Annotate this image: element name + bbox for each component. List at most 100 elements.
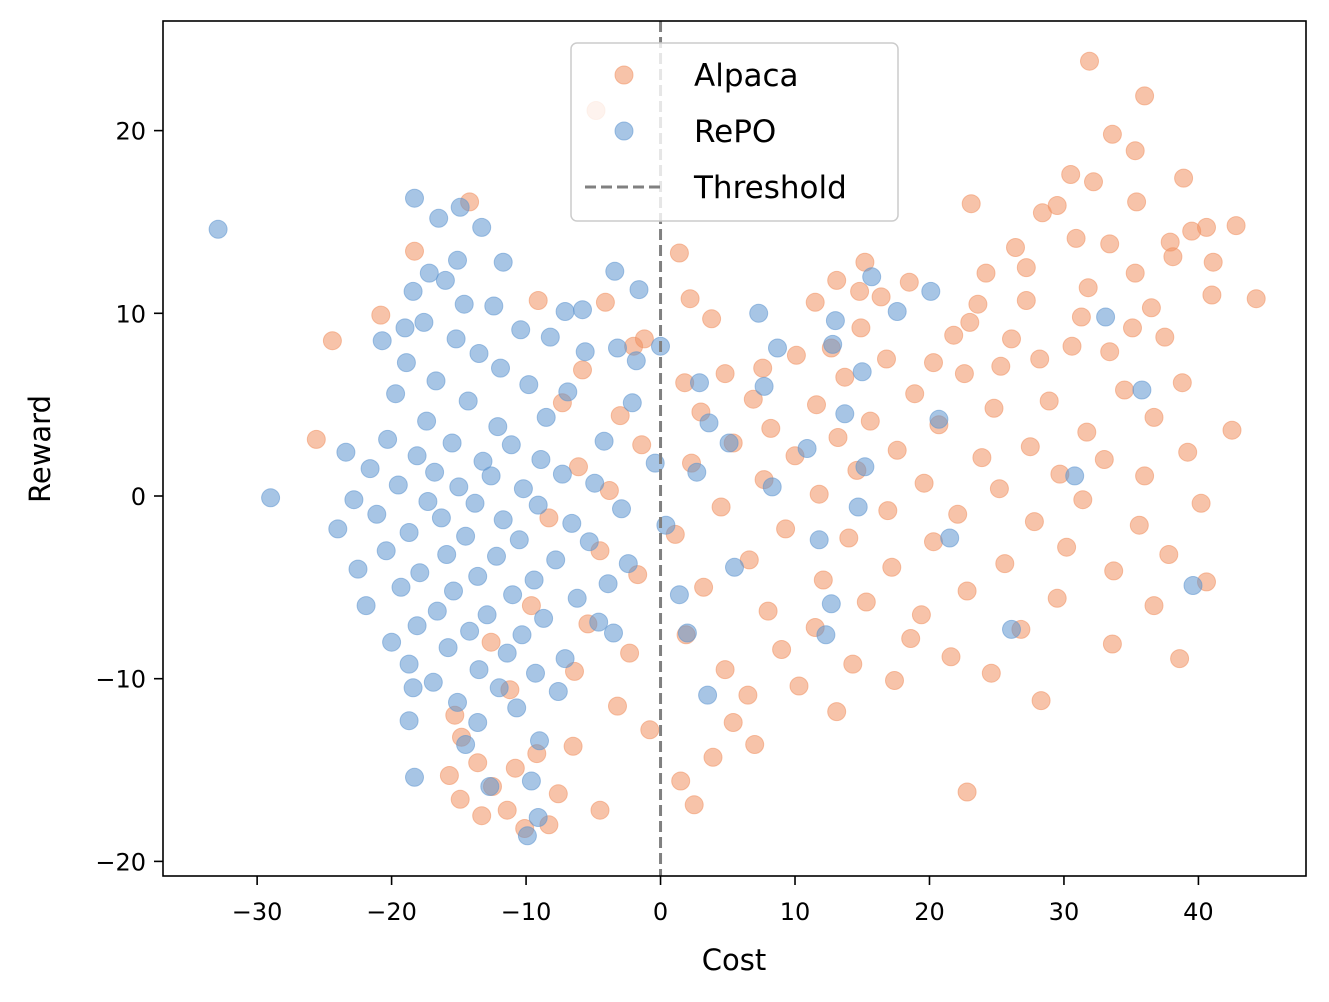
repo-point: [1096, 307, 1116, 327]
points-layer: [208, 51, 1266, 846]
repo-point: [585, 473, 605, 493]
alpaca-point: [1057, 537, 1077, 557]
y-tick-label: −10: [95, 666, 146, 694]
alpaca-point: [595, 292, 615, 312]
alpaca-point: [1135, 466, 1155, 486]
repo-point: [1183, 576, 1203, 595]
repo-point: [887, 302, 907, 321]
repo-point: [460, 621, 480, 641]
alpaca-point: [371, 305, 391, 325]
alpaca-point: [711, 497, 731, 517]
repo-point: [386, 384, 406, 404]
alpaca-point: [1100, 342, 1120, 362]
x-axis: −30 −20 −10 0 10 20 30 40: [232, 876, 1214, 926]
repo-point: [396, 353, 416, 373]
repo-point: [546, 550, 566, 570]
repo-point: [403, 678, 423, 698]
alpaca-point: [702, 309, 722, 329]
alpaca-point: [1182, 221, 1202, 241]
repo-point: [414, 312, 434, 332]
alpaca-point: [914, 473, 934, 493]
alpaca-point: [565, 661, 584, 681]
repo-point: [493, 510, 513, 530]
alpaca-point: [723, 713, 743, 732]
plot-area: [208, 21, 1266, 876]
alpaca-point: [548, 784, 568, 804]
repo-point: [328, 519, 348, 539]
legend-box: [570, 42, 899, 222]
repo-point: [501, 435, 521, 455]
alpaca-point: [468, 753, 488, 773]
repo-point: [382, 632, 402, 652]
alpaca-point: [439, 766, 459, 785]
alpaca-point: [497, 800, 517, 820]
alpaca-point: [850, 281, 870, 301]
alpaca-point: [776, 519, 796, 539]
alpaca-point: [976, 263, 996, 283]
x-tick-label: 10: [780, 898, 811, 926]
x-tick-label: 20: [914, 898, 945, 926]
alpaca-point: [620, 643, 640, 663]
repo-point: [493, 252, 513, 272]
alpaca-point: [860, 411, 880, 431]
y-axis: −20 −10 0 10 20: [95, 118, 163, 876]
legend: Alpaca RePO Threshold: [570, 42, 899, 222]
alpaca-point: [905, 384, 925, 404]
alpaca-point: [1073, 490, 1093, 510]
alpaca-point: [715, 364, 735, 384]
repo-point: [677, 623, 697, 643]
alpaca-point: [924, 353, 943, 373]
alpaca-point: [851, 318, 871, 338]
repo-point: [521, 771, 541, 791]
repo-point: [477, 605, 497, 625]
repo-point: [548, 682, 568, 701]
repo-point: [509, 530, 529, 550]
repo-point: [754, 376, 774, 396]
alpaca-point: [1032, 203, 1052, 223]
alpaca-point: [684, 795, 704, 815]
repo-point: [517, 826, 537, 846]
repo-point: [336, 442, 356, 462]
repo-point: [372, 331, 392, 351]
repo-point: [468, 713, 488, 732]
alpaca-point: [1102, 634, 1122, 654]
repo-point: [519, 375, 539, 395]
repo-point: [427, 601, 447, 621]
alpaca-point: [828, 428, 848, 447]
alpaca-point: [758, 601, 778, 621]
repo-point: [698, 685, 718, 705]
repo-point: [395, 318, 415, 338]
repo-point: [1002, 619, 1021, 639]
repo-point: [399, 711, 419, 731]
repo-point: [425, 462, 445, 482]
alpaca-point: [405, 241, 424, 261]
alpaca-point: [753, 358, 773, 378]
alpaca-point: [957, 581, 977, 601]
alpaca-point: [1039, 391, 1059, 411]
repo-point: [429, 208, 449, 228]
alpaca-point: [1123, 318, 1142, 338]
series-alpaca: [306, 51, 1266, 838]
alpaca-point: [671, 771, 691, 791]
alpaca-point: [809, 484, 829, 504]
repo-point: [469, 344, 489, 363]
repo-point: [816, 625, 836, 645]
repo-point: [589, 612, 609, 632]
repo-point: [862, 267, 882, 287]
alpaca-point: [1222, 420, 1242, 440]
alpaca-point: [948, 504, 968, 524]
alpaca-point: [669, 243, 689, 263]
alpaca-point: [1031, 691, 1051, 711]
alpaca-point: [745, 735, 765, 754]
alpaca-point: [984, 398, 1004, 418]
repo-point: [449, 477, 469, 497]
alpaca-point: [805, 292, 825, 312]
repo-point: [507, 698, 527, 718]
repo-point: [488, 417, 508, 437]
alpaca-point: [885, 671, 904, 690]
repo-point: [526, 663, 545, 683]
alpaca-point: [827, 702, 847, 722]
repo-point: [626, 351, 646, 371]
alpaca-point: [632, 435, 652, 455]
